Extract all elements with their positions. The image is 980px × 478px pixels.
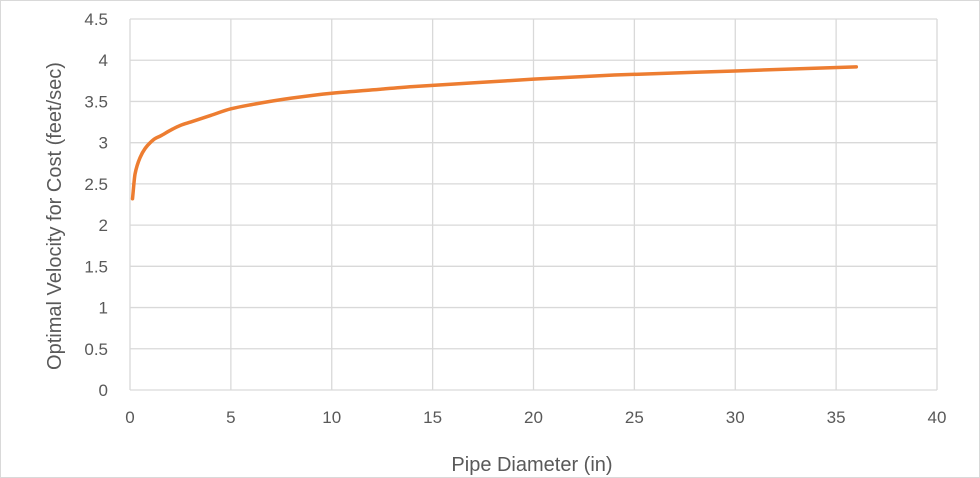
x-axis-title: Pipe Diameter (in)	[451, 454, 612, 476]
y-tick-label: 2.5	[84, 175, 108, 194]
y-tick-label: 4.5	[84, 10, 108, 29]
series-line-0	[130, 65, 859, 201]
series-layer	[130, 65, 859, 201]
y-tick-label: 0.5	[84, 340, 108, 359]
x-tick-label: 5	[226, 408, 235, 427]
x-tick-label: 15	[423, 408, 442, 427]
x-tick-label: 35	[827, 408, 846, 427]
x-tick-label: 25	[625, 408, 644, 427]
y-tick-label: 4	[99, 51, 108, 70]
tick-labels: 0 0.5 1 1.5 2 2.5 3 3.5 4 4.5 0 5 10 15 20 25 30 35 40	[84, 10, 946, 427]
y-axis-title: Optimal Velocity for Cost (feet/sec)	[44, 62, 66, 370]
x-tick-label: 40	[928, 408, 947, 427]
x-tick-label: 20	[524, 408, 543, 427]
y-tick-label: 1	[99, 299, 108, 318]
x-tick-label: 0	[125, 408, 134, 427]
x-tick-label: 30	[726, 408, 745, 427]
y-tick-label: 1.5	[84, 257, 108, 276]
y-tick-label: 3	[99, 134, 108, 153]
x-tick-label: 10	[322, 408, 341, 427]
y-tick-label: 2	[99, 216, 108, 235]
grid	[129, 18, 938, 391]
y-tick-label: 0	[99, 381, 108, 400]
y-tick-label: 3.5	[84, 92, 108, 111]
